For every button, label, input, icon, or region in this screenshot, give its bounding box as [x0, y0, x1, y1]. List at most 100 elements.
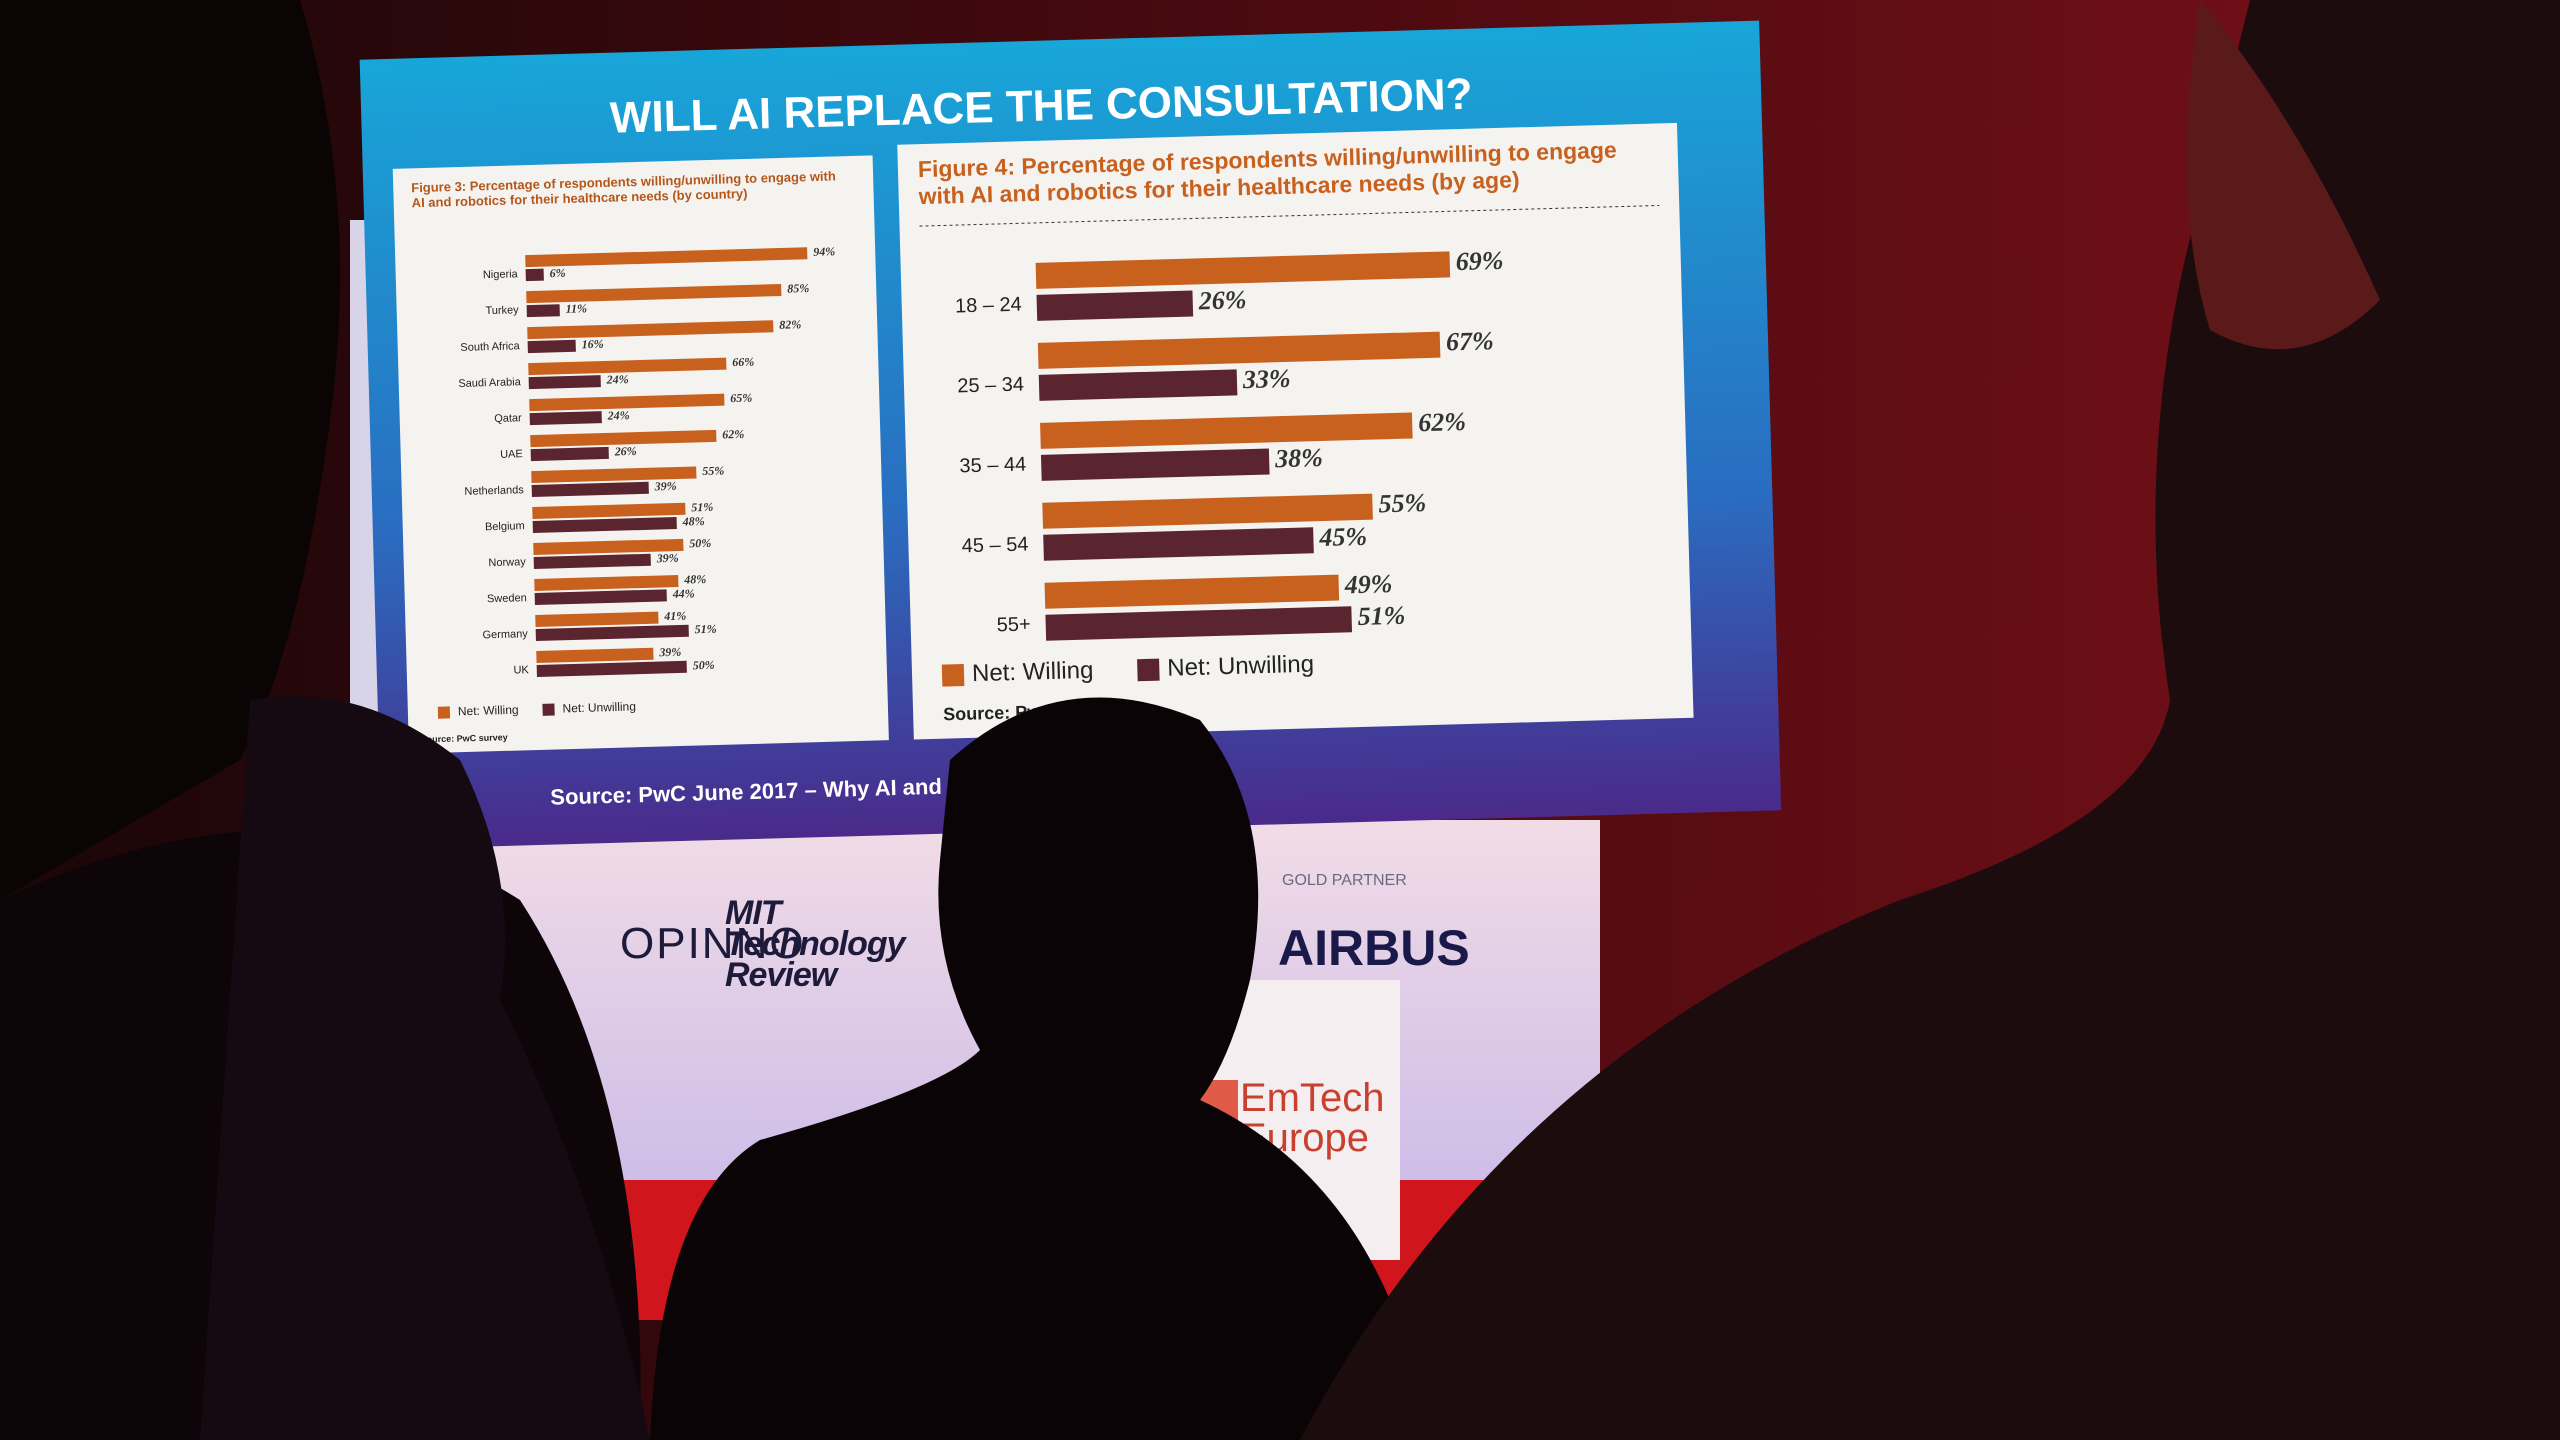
bar	[1036, 290, 1194, 321]
bar	[526, 304, 560, 318]
bar	[532, 517, 677, 534]
category-label: 25 – 34	[957, 374, 1024, 398]
value-label: 66%	[732, 355, 754, 370]
bar	[528, 357, 727, 376]
value-label: 41%	[663, 609, 686, 624]
bar	[1037, 331, 1441, 369]
value-label: 44%	[672, 586, 695, 601]
value-label: 6%	[550, 266, 566, 280]
legend-label: Net: Willing	[458, 703, 519, 719]
category-label: Norway	[488, 556, 526, 569]
bar	[1045, 606, 1353, 641]
value-label: 24%	[607, 408, 630, 423]
value-label: 82%	[779, 317, 801, 332]
value-label: 26%	[1197, 285, 1246, 315]
person-right	[1300, 0, 2560, 1440]
sponsor-mit-text: MIT Technology Review	[725, 898, 906, 994]
category-label: Saudi Arabia	[458, 376, 522, 390]
category-label: Netherlands	[464, 484, 524, 498]
legend-swatch	[941, 664, 965, 687]
legend-label: Net: Unwilling	[1167, 651, 1314, 682]
value-label: 65%	[730, 391, 752, 406]
value-label: 45%	[1318, 522, 1367, 552]
legend-label: Net: Unwilling	[562, 699, 636, 715]
value-label: 51%	[691, 500, 713, 515]
value-label: 51%	[695, 622, 717, 637]
sponsor-mit: MIT Technology Review	[725, 898, 906, 994]
category-label: Belgium	[485, 520, 525, 533]
slide: WILL AI REPLACE THE CONSULTATION? Figure…	[359, 20, 1782, 850]
bar	[525, 247, 808, 268]
category-label: 45 – 54	[961, 533, 1028, 557]
category-label: South Africa	[460, 340, 521, 354]
bar	[1040, 412, 1413, 449]
value-label: 11%	[566, 301, 588, 316]
bar	[525, 268, 544, 282]
bar	[526, 284, 782, 304]
person-center	[650, 697, 1400, 1440]
bar	[1038, 369, 1238, 401]
bar	[533, 553, 651, 570]
category-label: UAE	[500, 448, 523, 461]
category-label: Sweden	[487, 592, 527, 605]
value-label: 85%	[787, 281, 809, 296]
legend-swatch	[1137, 658, 1160, 682]
legend-swatch	[542, 703, 555, 716]
category-label: UK	[513, 664, 529, 676]
value-label: 62%	[722, 427, 744, 442]
value-label: 16%	[582, 337, 604, 352]
bar	[1040, 448, 1270, 481]
value-label: 33%	[1242, 364, 1291, 394]
person-right-face	[2187, 0, 2380, 350]
bar	[529, 393, 725, 412]
category-label: Turkey	[485, 304, 519, 317]
bar	[1044, 574, 1340, 609]
bar	[533, 538, 684, 556]
value-label: 49%	[1343, 569, 1392, 599]
category-label: Germany	[482, 628, 528, 641]
bar	[530, 446, 609, 462]
legend-swatch	[437, 706, 451, 719]
bar	[527, 320, 774, 340]
value-label: 62%	[1418, 407, 1466, 437]
bar	[531, 466, 697, 484]
value-label: 50%	[693, 658, 715, 673]
value-label: 38%	[1274, 443, 1323, 473]
value-label: 67%	[1446, 326, 1494, 356]
value-label: 94%	[813, 244, 835, 259]
bar	[528, 375, 601, 390]
value-label: 69%	[1455, 246, 1503, 276]
sponsor-opinno: OPINNO	[620, 919, 806, 968]
value-label: 55%	[1378, 488, 1426, 518]
value-label: 48%	[681, 514, 704, 529]
category-label: 35 – 44	[959, 454, 1026, 478]
value-label: 39%	[653, 479, 676, 494]
value-label: 26%	[614, 444, 637, 459]
bar	[531, 481, 649, 498]
chart-source: Source: PwC survey	[421, 732, 508, 744]
category-label: Nigeria	[483, 268, 519, 281]
legend-label: Net: Willing	[972, 657, 1094, 687]
bar	[536, 647, 654, 663]
value-label: 50%	[689, 536, 711, 551]
person-left-head	[0, 0, 340, 900]
sponsor-airbus: AIRBUS	[1278, 920, 1470, 976]
bar	[529, 411, 602, 426]
category-label: Qatar	[494, 412, 522, 425]
bar	[534, 575, 679, 592]
bar	[535, 624, 689, 641]
value-label: 55%	[702, 463, 724, 478]
bar	[530, 429, 717, 448]
bar	[535, 611, 659, 628]
category-label: 55+	[996, 613, 1031, 636]
bar	[1035, 251, 1451, 289]
bar	[534, 589, 667, 606]
panel-left	[392, 155, 889, 754]
bar	[1042, 493, 1373, 529]
value-label: 24%	[605, 372, 628, 387]
value-label: 39%	[658, 645, 681, 660]
value-label: 51%	[1357, 601, 1405, 631]
person-photographer	[200, 696, 650, 1440]
